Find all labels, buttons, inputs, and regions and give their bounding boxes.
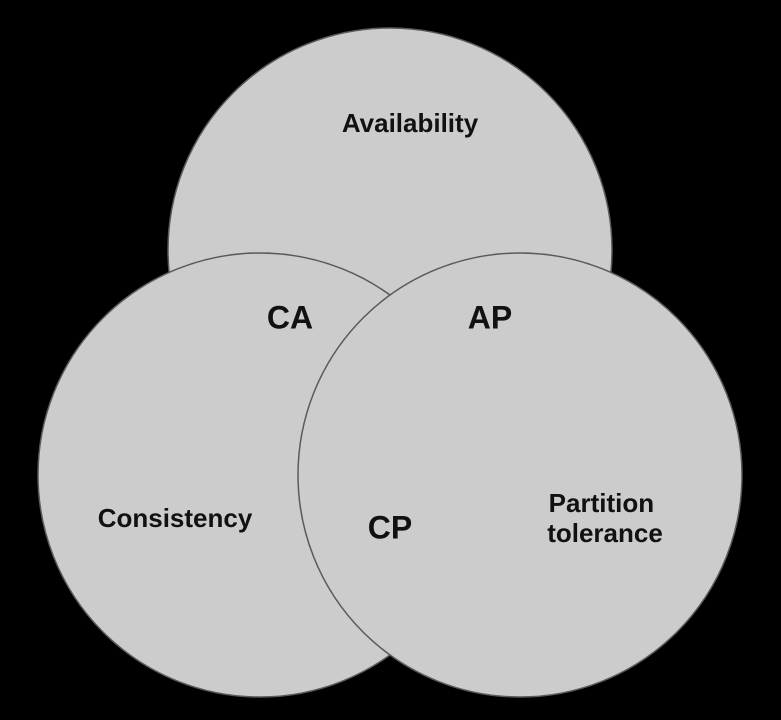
label-consistency: Consistency	[98, 503, 253, 533]
label-availability: Availability	[342, 108, 479, 138]
intersection-ca: CA	[267, 299, 313, 335]
intersection-ap: AP	[468, 299, 512, 335]
label-partition-tolerance: Partition tolerance	[547, 488, 663, 548]
venn-svg: Availability Consistency Partition toler…	[0, 0, 781, 720]
intersection-cp: CP	[368, 509, 412, 545]
venn-diagram: Availability Consistency Partition toler…	[0, 0, 781, 720]
circle-partition-tolerance	[298, 253, 742, 697]
